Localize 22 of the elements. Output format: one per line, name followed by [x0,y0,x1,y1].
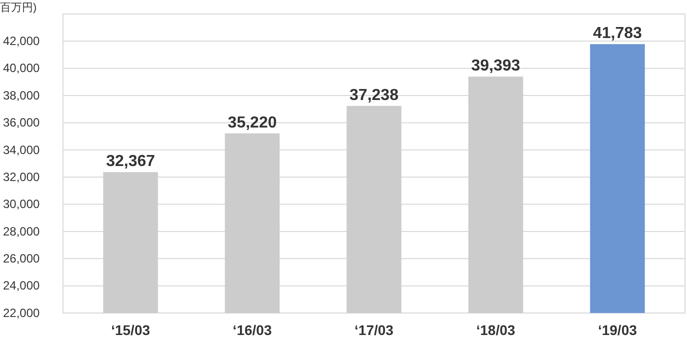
y-tick-label: 34,000 [3,142,40,157]
y-tick-label: 36,000 [3,116,40,130]
y-tick-label: 26,000 [3,251,40,266]
data-label: 32,367 [106,153,156,170]
y-axis-title: 百万円) [0,2,37,14]
y-tick-label: 30,000 [3,197,40,212]
x-tick-label: ‘18/03 [476,322,516,338]
x-tick-label: ‘19/03 [598,322,638,338]
y-tick-label: 32,000 [3,170,40,184]
y-tick-label: 42,000 [3,34,40,48]
x-tick-label: ‘15/03 [111,322,150,338]
data-label: 39,393 [471,58,520,75]
x-tick-label: ‘16/03 [232,322,272,338]
y-tick-label: 38,000 [3,88,40,102]
y-tick-label: 28,000 [3,224,40,238]
data-label: 37,238 [350,86,399,104]
y-tick-label: 24,000 [3,278,40,293]
y-tick-label: 40,000 [3,61,40,76]
x-tick-label: ‘17/03 [354,322,394,338]
data-label: 41,783 [592,25,642,42]
data-label: 35,220 [228,114,277,132]
y-tick-label: 22,000 [3,306,40,320]
